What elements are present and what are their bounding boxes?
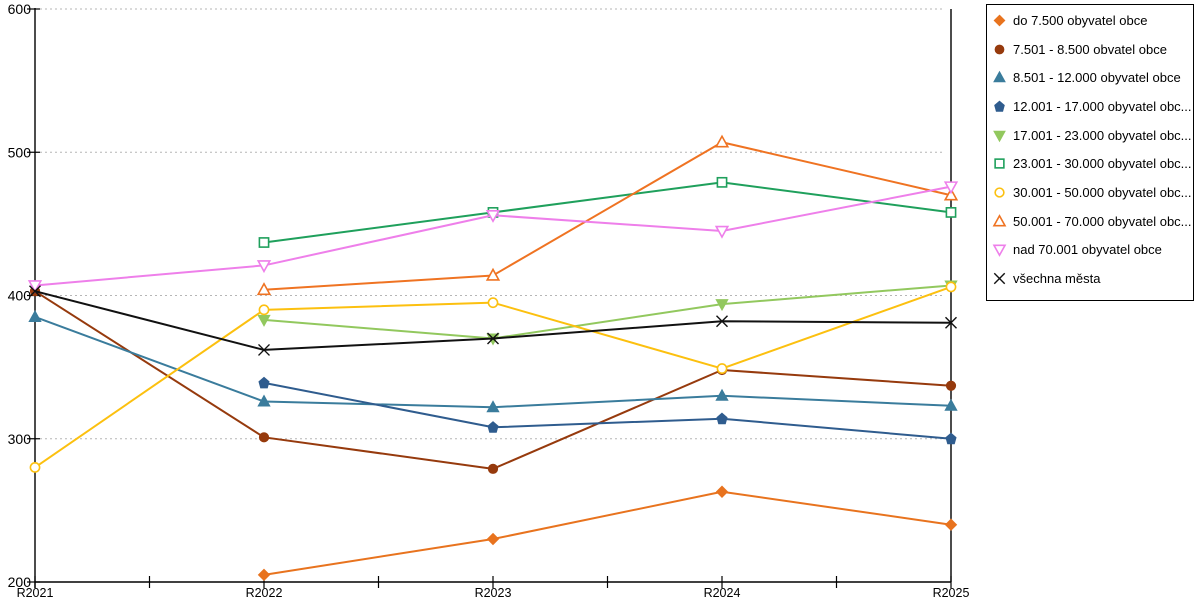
- x-axis-label: R2023: [475, 586, 512, 600]
- gridlines: [35, 8, 945, 440]
- diamond-marker-icon: [993, 14, 1006, 27]
- legend-label: 17.001 - 23.000 obyvatel obc...: [1013, 127, 1192, 143]
- pentagon-marker-icon: [994, 100, 1005, 112]
- legend-item: 7.501 - 8.500 obvatel obce: [987, 35, 1193, 64]
- series-5: [258, 176, 957, 248]
- x-axis: R2021 R2022 R2023 R2024 R2025: [17, 576, 970, 600]
- legend-label: 23.001 - 30.000 obyvatel obc...: [1013, 156, 1192, 172]
- legend-item: všechna města: [987, 264, 1193, 293]
- series-8: [27, 181, 959, 294]
- legend-label: nad 70.001 obyvatel obce: [1013, 242, 1162, 258]
- legend-item: 23.001 - 30.000 obyvatel obc...: [987, 149, 1193, 178]
- square-marker-icon: [994, 158, 1005, 169]
- legend-label: 12.001 - 17.000 obyvatel obc...: [1013, 98, 1192, 114]
- y-axis-label: 500: [8, 144, 32, 160]
- triangle-down-marker-icon: [992, 244, 1007, 258]
- series-0: [257, 485, 958, 582]
- triangle-up-marker-icon: [992, 213, 1007, 227]
- x-axis-label: R2024: [704, 586, 741, 600]
- legend-label: 8.501 - 12.000 obyvatel obce: [1013, 70, 1181, 86]
- y-axis-label: 600: [8, 1, 32, 17]
- legend-label: 50.001 - 70.000 obyvatel obc...: [1013, 213, 1192, 229]
- legend-label: 30.001 - 50.000 obyvatel obc...: [1013, 184, 1192, 200]
- series-9: [29, 285, 957, 356]
- x-axis-label: R2025: [933, 586, 970, 600]
- legend: do 7.500 obyvatel obce 7.501 - 8.500 obva…: [986, 4, 1194, 301]
- series-6: [29, 281, 957, 473]
- circle-marker-icon: [994, 187, 1005, 198]
- legend-item: 8.501 - 12.000 obyvatel obce: [987, 63, 1193, 92]
- legend-label: 7.501 - 8.500 obvatel obce: [1013, 41, 1167, 57]
- series-1: [29, 286, 957, 474]
- series-2: [28, 309, 958, 413]
- legend-item: nad 70.001 obyvatel obce: [987, 236, 1193, 265]
- legend-item: 30.001 - 50.000 obyvatel obc...: [987, 178, 1193, 207]
- legend-item: do 7.500 obyvatel obce: [987, 6, 1193, 35]
- x-axis-label: R2021: [17, 586, 54, 600]
- legend-item: 12.001 - 17.000 obyvatel obc...: [987, 92, 1193, 121]
- legend-item: 50.001 - 70.000 obyvatel obc...: [987, 207, 1193, 236]
- y-axis: 200 300 400 500 600: [8, 1, 40, 590]
- triangle-up-marker-icon: [993, 70, 1006, 83]
- legend-label: do 7.500 obyvatel obce: [1013, 12, 1148, 28]
- triangle-down-marker-icon: [993, 130, 1006, 142]
- circle-marker-icon: [994, 44, 1005, 54]
- series-3: [258, 376, 957, 445]
- x-marker-icon: [993, 272, 1006, 285]
- x-axis-label: R2022: [246, 586, 283, 600]
- y-axis-label: 400: [8, 288, 32, 304]
- y-axis-label: 300: [8, 431, 32, 447]
- legend-item: 17.001 - 23.000 obyvatel obc...: [987, 121, 1193, 150]
- y-axis-label: 200: [8, 574, 32, 590]
- series-7: [256, 134, 959, 296]
- legend-label: všechna města: [1013, 271, 1101, 287]
